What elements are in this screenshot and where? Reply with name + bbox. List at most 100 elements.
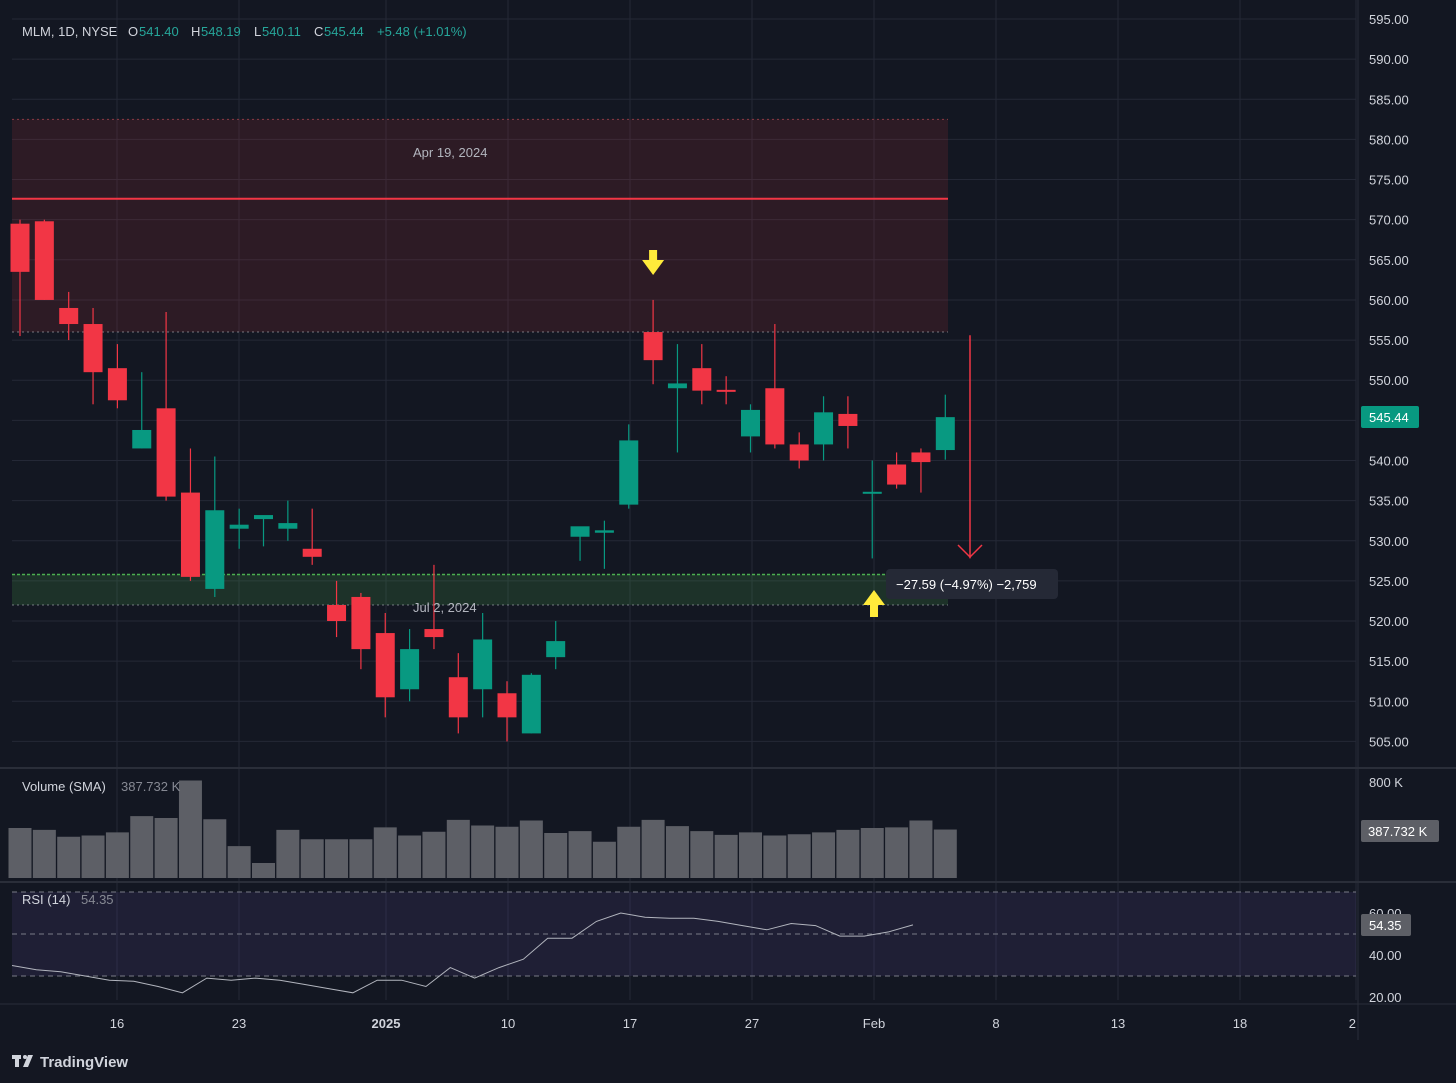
candle-body [814, 412, 834, 445]
close-label: C [314, 24, 323, 39]
time-tick-label: 17 [623, 1016, 637, 1031]
candle-body [521, 674, 541, 734]
candle-body [473, 639, 493, 690]
volume-layer [8, 780, 957, 878]
low-value: 540.11 [262, 24, 301, 39]
price-tick-label: 575.00 [1369, 173, 1409, 188]
volume-bar [154, 818, 178, 878]
time-tick-label: 23 [232, 1016, 246, 1031]
candle-body [34, 221, 54, 300]
time-tick-label: 18 [1233, 1016, 1247, 1031]
symbol-label[interactable]: MLM, 1D, NYSE [22, 24, 118, 39]
price-tick-label: 580.00 [1369, 132, 1409, 147]
volume-bar [641, 819, 665, 878]
zones-layer [12, 118, 948, 606]
volume-bar [446, 819, 470, 878]
volume-bar [373, 827, 397, 878]
candle-body [10, 223, 30, 272]
volume-bar [933, 829, 957, 878]
price-tick-label: 520.00 [1369, 614, 1409, 629]
measure-tooltip [886, 569, 1058, 599]
candle-body [692, 368, 712, 391]
volume-value: 387.732 K [121, 779, 181, 794]
candle-body [570, 526, 590, 537]
tradingview-logo-icon[interactable] [12, 1055, 33, 1067]
price-tick-label: 555.00 [1369, 333, 1409, 348]
volume-bar [519, 820, 543, 878]
time-tick-label: 13 [1111, 1016, 1125, 1031]
candle-body [278, 523, 298, 529]
volume-bar [398, 835, 422, 878]
volume-bar [812, 832, 836, 878]
volume-bar [8, 828, 32, 878]
open-label: O [128, 24, 138, 39]
candle-body [765, 388, 785, 445]
rsi-line [11, 912, 914, 994]
volume-bar [178, 780, 202, 878]
candle-body [424, 629, 444, 638]
price-tick-label: 505.00 [1369, 734, 1409, 749]
volume-bar [325, 839, 349, 878]
volume-bar [105, 832, 129, 878]
candle-body [887, 464, 907, 485]
time-tick-label: 16 [110, 1016, 124, 1031]
price-tick-label: 515.00 [1369, 654, 1409, 669]
axes-layer: 595.00 590.00 585.00 580.00 575.00 570.00 565.… [110, 12, 1409, 1031]
measure-tooltip-text: −27.59 (−4.97%) −2,759 [896, 577, 1037, 592]
brand-label[interactable]: TradingView [40, 1054, 128, 1071]
volume-axis-label: 800 K [1369, 775, 1403, 790]
candle-body [400, 649, 420, 690]
volume-bar [471, 825, 495, 878]
rsi-tick-label: 40.00 [1369, 948, 1402, 963]
candle-body [838, 413, 858, 426]
candle-body [254, 515, 273, 520]
price-tick-label: 570.00 [1369, 213, 1409, 228]
candle-body [741, 409, 760, 437]
candle-body [594, 530, 614, 533]
volume-bar [495, 826, 519, 878]
candle-body [497, 693, 517, 718]
time-tick-label: 10 [501, 1016, 515, 1031]
volume-bar [252, 863, 275, 878]
candle-body [448, 677, 468, 718]
volume-bar [739, 832, 762, 878]
high-label: H [191, 24, 200, 39]
candle-body [716, 389, 736, 392]
rsi-title[interactable]: RSI (14) [22, 892, 70, 907]
candle-body [83, 324, 103, 373]
candle-body [59, 307, 79, 325]
price-tick-label: 530.00 [1369, 534, 1409, 549]
candles-layer [10, 219, 955, 742]
time-tick-label: 8 [992, 1016, 999, 1031]
price-tick-label: 525.00 [1369, 574, 1409, 589]
candle-body [156, 408, 176, 497]
volume-bar [714, 834, 738, 878]
support-zone-label: Jul 2, 2024 [413, 600, 477, 615]
volume-bar [787, 834, 811, 878]
price-tick-label: 560.00 [1369, 293, 1409, 308]
time-tick-label: Feb [863, 1016, 885, 1031]
volume-bar [763, 835, 787, 878]
close-value: 545.44 [324, 24, 364, 39]
candle-body [667, 383, 687, 389]
candle-body [132, 429, 152, 449]
volume-bar [422, 831, 446, 878]
volume-bar [885, 827, 909, 878]
time-tick-label: 2 [1349, 1016, 1356, 1031]
volume-title[interactable]: Volume (SMA) [22, 779, 106, 794]
low-label: L [254, 24, 261, 39]
candle-body [302, 548, 322, 557]
overlay-layer [642, 250, 983, 617]
high-value: 548.19 [201, 24, 241, 39]
volume-last-label: 387.732 K [1368, 824, 1428, 839]
rsi-value: 54.35 [81, 892, 114, 907]
price-tick-label: 540.00 [1369, 453, 1409, 468]
candle-body [862, 491, 882, 494]
volume-bar [300, 839, 324, 878]
time-tick-label: 27 [745, 1016, 759, 1031]
volume-bar [349, 839, 373, 878]
volume-bar [544, 833, 568, 878]
volume-bar [665, 826, 689, 878]
